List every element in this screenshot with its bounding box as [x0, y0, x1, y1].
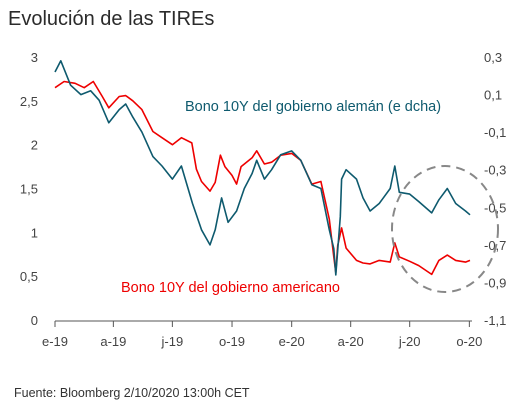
right-tick-label: -0,5 [484, 200, 506, 215]
left-axis-ticks: 0 0,5 1 1,5 2 2,5 3 [20, 50, 38, 328]
left-tick-label: 0,5 [20, 269, 38, 284]
left-tick-label: 2 [31, 138, 38, 153]
x-axis-ticks: e-19 a-19 j-19 o-19 e-20 a-20 j-20 o-20 [42, 321, 482, 349]
right-tick-label: -0,1 [484, 125, 506, 140]
us-series-label: Bono 10Y del gobierno americano [121, 280, 340, 296]
right-axis-ticks: 0,30,1-0,1-0,3-0,5-0,7-0,9-1,1 [484, 50, 506, 328]
right-tick-label: 0,3 [484, 50, 502, 65]
right-tick-label: -0,9 [484, 275, 506, 290]
chart-title: Evolución de las TIREs [8, 8, 215, 30]
x-tick-label: e-19 [42, 334, 68, 349]
german-10y-line [54, 60, 471, 276]
source-note: Fuente: Bloomberg 2/10/2020 13:00h CET [14, 386, 250, 400]
left-tick-label: 2,5 [20, 94, 38, 109]
left-tick-label: 1,5 [20, 182, 38, 197]
left-tick-label: 0 [31, 313, 38, 328]
us-10y-line [54, 80, 471, 276]
x-tick-label: o-19 [219, 334, 245, 349]
right-tick-label: -0,3 [484, 163, 506, 178]
x-tick-label: j-19 [161, 334, 184, 349]
right-tick-label: -1,1 [484, 313, 506, 328]
left-tick-label: 1 [31, 225, 38, 240]
right-tick-label: 0,1 [484, 88, 502, 103]
x-tick-label: o-20 [456, 334, 482, 349]
x-tick-label: a-19 [100, 334, 126, 349]
x-tick-label: j-20 [398, 334, 421, 349]
x-tick-label: e-20 [279, 334, 305, 349]
highlight-circle [391, 165, 499, 293]
german-series-label: Bono 10Y del gobierno alemán (e dcha) [185, 99, 441, 115]
left-tick-label: 3 [31, 50, 38, 65]
x-tick-label: a-20 [338, 334, 364, 349]
